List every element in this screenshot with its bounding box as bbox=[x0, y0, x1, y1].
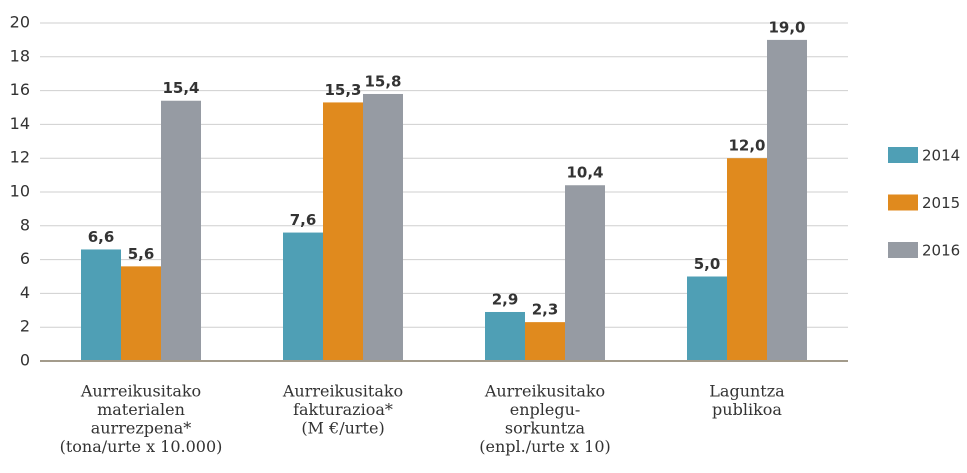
bar bbox=[363, 93, 403, 361]
y-tick-label: 6 bbox=[20, 249, 30, 268]
bar bbox=[565, 185, 605, 361]
bar bbox=[767, 39, 807, 362]
bar bbox=[81, 249, 121, 361]
legend-swatch bbox=[888, 242, 918, 258]
legend-swatch bbox=[888, 147, 918, 163]
x-tick-label: Aurreikusitako bbox=[80, 382, 201, 401]
bar bbox=[323, 102, 363, 362]
legend-label: 2016 bbox=[922, 242, 960, 260]
y-tick-label: 18 bbox=[10, 46, 30, 65]
value-label: 12,0 bbox=[728, 137, 765, 155]
x-tick-label: (tona/urte x 10.000) bbox=[60, 437, 223, 456]
legend-label: 2015 bbox=[922, 194, 960, 212]
value-label: 7,6 bbox=[290, 211, 317, 229]
y-tick-label: 12 bbox=[10, 148, 30, 167]
y-tick-label: 14 bbox=[10, 114, 30, 133]
x-tick-label: publikoa bbox=[712, 400, 782, 419]
value-label: 15,3 bbox=[324, 81, 361, 99]
x-tick-label: materialen bbox=[97, 400, 185, 419]
value-label: 2,9 bbox=[492, 290, 519, 308]
value-label: 6,6 bbox=[88, 228, 115, 246]
x-tick-label: enplegu- bbox=[510, 400, 581, 419]
bar bbox=[121, 266, 161, 361]
y-tick-label: 20 bbox=[10, 13, 30, 32]
x-tick-label: (enpl./urte x 10) bbox=[479, 437, 611, 456]
x-tick-label: fakturazioa* bbox=[293, 400, 393, 419]
x-tick-label: (M €/urte) bbox=[301, 419, 384, 438]
bar bbox=[687, 276, 727, 361]
legend-label: 2014 bbox=[922, 147, 960, 165]
y-tick-label: 10 bbox=[10, 182, 30, 201]
x-tick-label: aurrezpena* bbox=[91, 419, 192, 438]
bar bbox=[525, 322, 565, 361]
value-label: 19,0 bbox=[768, 18, 805, 36]
bar bbox=[485, 311, 525, 361]
y-tick-label: 8 bbox=[20, 215, 30, 234]
legend-swatch bbox=[888, 194, 918, 211]
y-tick-label: 4 bbox=[20, 283, 30, 302]
value-label: 2,3 bbox=[532, 301, 559, 319]
x-tick-label: sorkuntza bbox=[505, 419, 586, 438]
bar bbox=[727, 158, 767, 361]
value-label: 15,8 bbox=[364, 72, 401, 90]
x-tick-label: Laguntza bbox=[709, 382, 785, 401]
x-tick-label: Aurreikusitako bbox=[282, 382, 403, 401]
value-label: 5,6 bbox=[128, 245, 155, 263]
y-tick-label: 16 bbox=[10, 80, 30, 99]
y-tick-label: 2 bbox=[20, 317, 30, 336]
bar bbox=[161, 100, 201, 362]
x-tick-label: Aurreikusitako bbox=[484, 382, 605, 401]
y-tick-label: 0 bbox=[20, 351, 30, 370]
value-label: 15,4 bbox=[162, 79, 199, 97]
bar bbox=[283, 232, 323, 361]
value-label: 10,4 bbox=[566, 164, 603, 182]
value-label: 5,0 bbox=[694, 255, 721, 273]
